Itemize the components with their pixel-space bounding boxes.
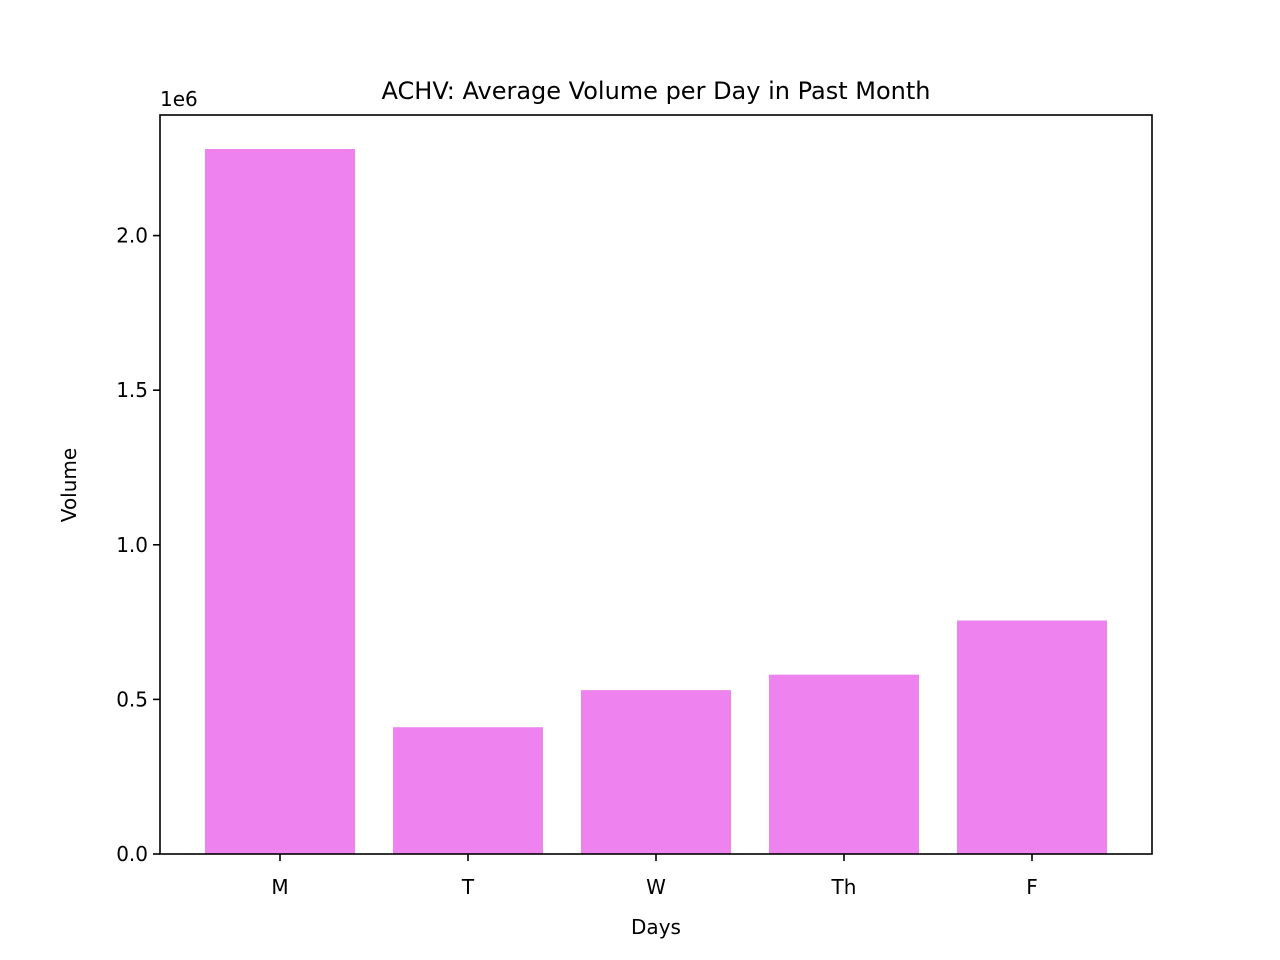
y-tick-label: 0.0 (116, 842, 148, 866)
bar-w (581, 690, 731, 854)
y-tick-label: 0.5 (116, 687, 148, 711)
bar-f (957, 620, 1107, 854)
x-tick-label: M (271, 875, 288, 899)
x-tick-label: W (646, 875, 666, 899)
y-axis-ticks: 0.0 0.5 1.0 1.5 2.0 (116, 224, 160, 866)
bar-th (769, 674, 919, 854)
x-axis-ticks: M T W Th F (271, 854, 1038, 899)
chart-title: ACHV: Average Volume per Day in Past Mon… (382, 77, 931, 105)
plot-area-frame (159, 114, 1153, 855)
bars-group (205, 149, 1107, 854)
x-tick-label: Th (831, 875, 857, 899)
x-tick-label: F (1026, 875, 1038, 899)
x-axis-label: Days (631, 915, 681, 939)
bar-t (393, 727, 543, 854)
y-tick-label: 1.0 (116, 533, 148, 557)
bar-m (205, 149, 355, 854)
x-tick-label: T (461, 875, 475, 899)
y-axis-label: Volume (57, 448, 81, 522)
y-tick-label: 1.5 (116, 378, 148, 402)
y-tick-label: 2.0 (116, 224, 148, 248)
y-axis-offset-label: 1e6 (160, 87, 198, 111)
